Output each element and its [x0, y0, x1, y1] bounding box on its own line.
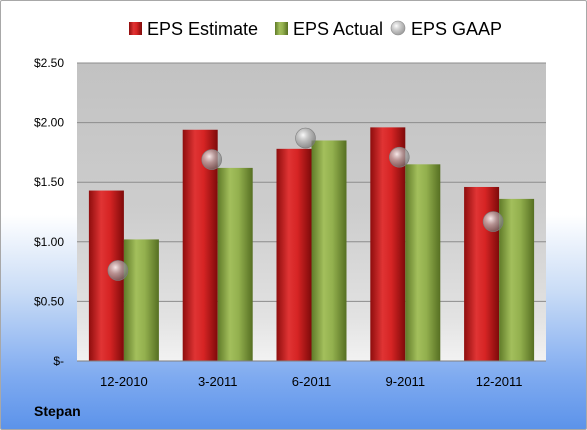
x-tick-label: 6-2011 [292, 374, 332, 389]
bar-eps-actual [123, 239, 159, 361]
legend-label-actual: EPS Actual [293, 19, 383, 39]
gaap-point [388, 146, 410, 168]
bar-eps-actual [217, 167, 253, 361]
legend: EPS Estimate EPS Actual EPS GAAP [129, 19, 502, 39]
x-tick-label: 12-2010 [100, 374, 148, 389]
bar-eps-estimate [276, 148, 312, 361]
gaap-point [201, 149, 222, 170]
bar-eps-actual [405, 164, 441, 361]
gaap-points [107, 127, 504, 281]
y-tick-label: $2.00 [34, 116, 64, 130]
y-axis-ticks: $- $0.50 $1.00 $1.50 $2.00 $2.50 [34, 56, 64, 368]
bars [88, 127, 535, 361]
legend-label-estimate: EPS Estimate [147, 19, 258, 39]
y-tick-label: $1.00 [34, 235, 64, 249]
gaap-point [295, 127, 316, 149]
legend-label-gaap: EPS GAAP [411, 19, 502, 39]
y-tick-label: $2.50 [34, 56, 64, 70]
x-tick-label: 3-2011 [198, 374, 238, 389]
company-label: Stepan [34, 403, 81, 419]
legend-swatch-actual [275, 22, 288, 35]
x-tick-label: 9-2011 [386, 374, 426, 389]
bar-eps-actual [311, 140, 347, 361]
legend-marker-gaap [390, 20, 406, 36]
gaap-point [482, 211, 504, 232]
gaap-point [107, 260, 129, 281]
y-tick-label: $1.50 [34, 175, 64, 189]
legend-swatch-estimate [129, 22, 142, 35]
x-tick-label: 12-2011 [476, 374, 523, 389]
x-axis-ticks: 12-2010 3-2011 6-2011 9-2011 12-2011 [100, 374, 522, 389]
y-tick-label: $0.50 [34, 294, 64, 308]
bar-eps-actual [499, 198, 535, 361]
y-tick-label: $- [53, 354, 64, 368]
